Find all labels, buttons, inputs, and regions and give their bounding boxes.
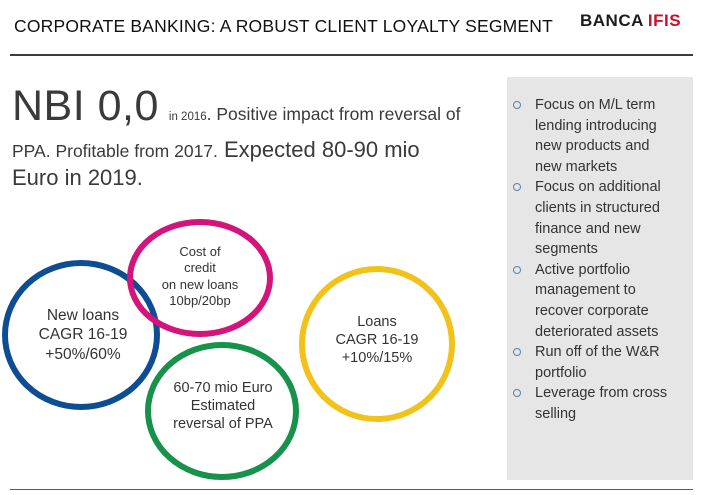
focus-panel: Focus on M/L term lending introducing new … (507, 77, 693, 480)
focus-bullet-line: recover corporate (535, 302, 649, 319)
focus-bullet-item: Run off of the W&R portfolio (507, 342, 693, 383)
focus-bullet-line: new markets (535, 158, 618, 175)
cost-of-credit-text: Cost of credit on new loans 10bp/20bp (161, 244, 239, 309)
focus-bullet-item: Leverage from cross selling (507, 383, 693, 424)
focus-bullet-item: Focus on M/L term lending introducing new … (507, 95, 693, 177)
circle-bullet-icon (513, 265, 521, 274)
focus-bullet-line: Run off of the W&R (535, 344, 660, 361)
circle-cost-of-credit (127, 219, 273, 337)
logo-ifis: IFIS (647, 11, 682, 30)
slide-title: CORPORATE BANKING: A ROBUST CLIENT LOYAL… (14, 16, 554, 36)
focus-bullet-line: lending introducing (535, 117, 657, 134)
header-divider (10, 54, 693, 56)
headline-sentence-1b: PPA. Profitable from 2017. (12, 141, 218, 161)
focus-bullet-line: new products and (535, 138, 650, 155)
focus-bullet-line: clients in structured (535, 199, 660, 216)
headline-expected-b: Euro in 2019. (12, 165, 143, 190)
logo-banca: BANCA (580, 11, 644, 30)
focus-bullet-line: management to (535, 282, 636, 299)
circle-bullet-icon (513, 389, 521, 398)
new-loans-text: New loans CAGR 16-19 +50%/60% (38, 307, 128, 363)
focus-bullet-line: Active portfolio (535, 261, 631, 278)
footer-divider (10, 489, 693, 490)
focus-bullet-line: finance and new (535, 220, 641, 237)
nbi-value: NBI 0,0 (12, 82, 159, 130)
focus-bullet-item: Focus on additional clients in structured… (507, 177, 693, 259)
circle-bullet-icon (513, 348, 521, 357)
focus-bullet-line: portfolio (535, 364, 587, 381)
focus-bullet-line: Focus on additional (535, 179, 661, 196)
loans-text: Loans CAGR 16-19 +10%/15% (335, 314, 419, 367)
focus-bullet-line: Focus on M/L term (535, 97, 656, 113)
focus-bullet-list: Focus on M/L term lending introducing new … (507, 95, 693, 425)
circle-new-loans (2, 260, 160, 410)
headline-sentence-1a: . Positive impact from reversal of (206, 104, 461, 124)
focus-bullet-line: selling (535, 405, 577, 422)
headline: NBI 0,0 in 2016. Positive impact from rev… (12, 82, 504, 191)
year-note: in 2016 (168, 111, 207, 123)
focus-bullet-line: deteriorated assets (535, 323, 659, 340)
circle-reversal (145, 342, 299, 480)
reversal-text: 60-70 mio Euro Estimated reversal of PPA (173, 380, 273, 433)
circle-bullet-icon (513, 183, 521, 192)
focus-bullet-line: Leverage from cross (535, 385, 668, 402)
headline-expected-a: Expected 80-90 mio (217, 137, 420, 162)
focus-bullet-line: segments (535, 241, 598, 258)
circle-bullet-icon (513, 101, 521, 109)
banca-ifis-logo: BANCA IFIS (580, 11, 681, 31)
circle-loans (299, 266, 455, 422)
focus-bullet-item: Active portfolio management to recover cor… (507, 260, 693, 342)
